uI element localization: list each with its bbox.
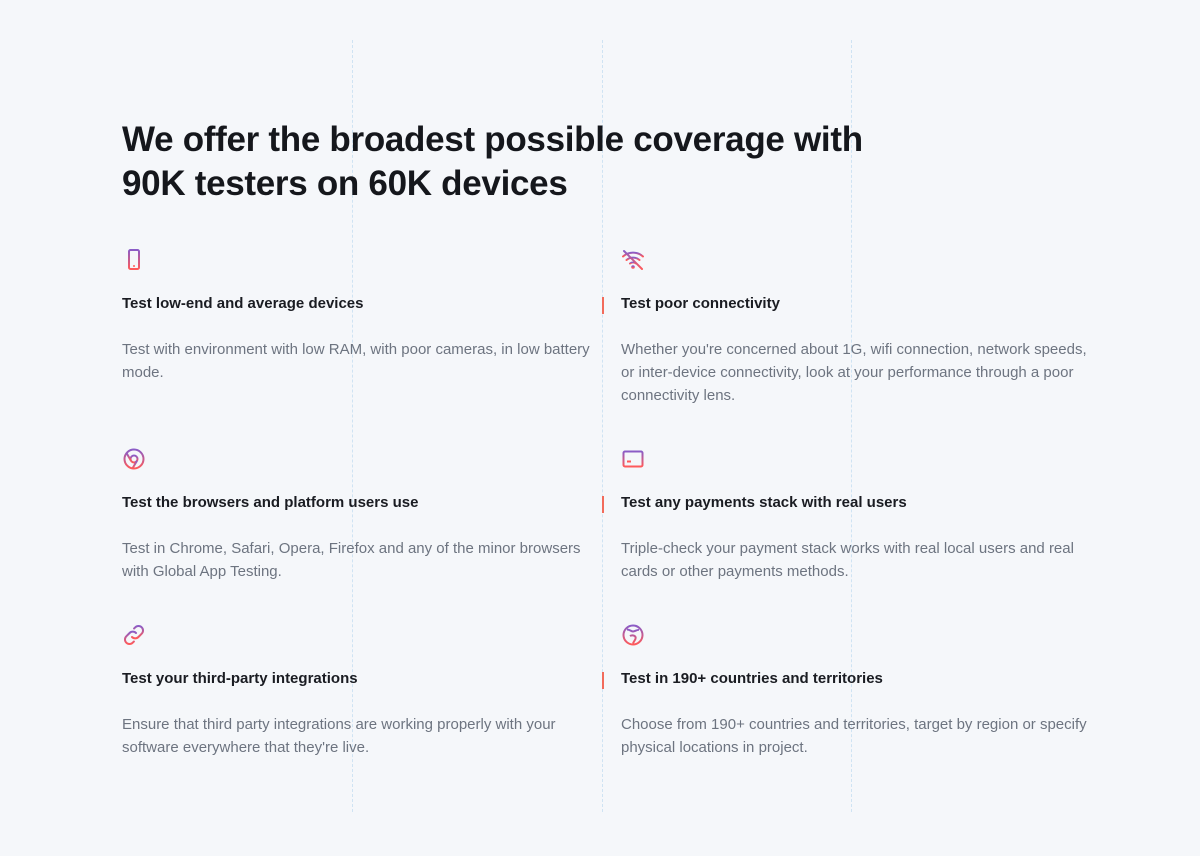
feature-heading: Test any payments stack with real users (621, 494, 907, 511)
accent-bar (602, 672, 604, 689)
feature-description: Test with environment with low RAM, with… (122, 341, 590, 381)
accent-bar (602, 297, 604, 314)
feature-heading: Test the browsers and platform users use (122, 494, 419, 511)
smartphone-icon (128, 249, 140, 270)
feature-description: Triple-check your payment stack works wi… (621, 540, 1074, 580)
wifi-off-icon (622, 250, 644, 270)
feature-description: Choose from 190+ countries and territori… (621, 716, 1087, 756)
feature-heading: Test in 190+ countries and territories (621, 670, 883, 687)
page-title: We offer the broadest possible coverage … (122, 120, 863, 203)
feature-heading: Test poor connectivity (621, 295, 780, 312)
grid-divider (602, 40, 603, 812)
chrome-icon (123, 448, 145, 470)
feature-heading: Test your third-party integrations (122, 670, 358, 687)
credit-card-icon (622, 450, 644, 468)
link-icon (123, 624, 145, 646)
globe-icon (622, 624, 644, 646)
feature-heading: Test low-end and average devices (122, 295, 364, 312)
grid-divider (352, 40, 353, 812)
feature-description: Test in Chrome, Safari, Opera, Firefox a… (122, 540, 581, 580)
grid-divider (851, 40, 852, 812)
feature-description: Whether you're concerned about 1G, wifi … (621, 341, 1087, 404)
accent-bar (602, 496, 604, 513)
feature-description: Ensure that third party integrations are… (122, 716, 556, 756)
